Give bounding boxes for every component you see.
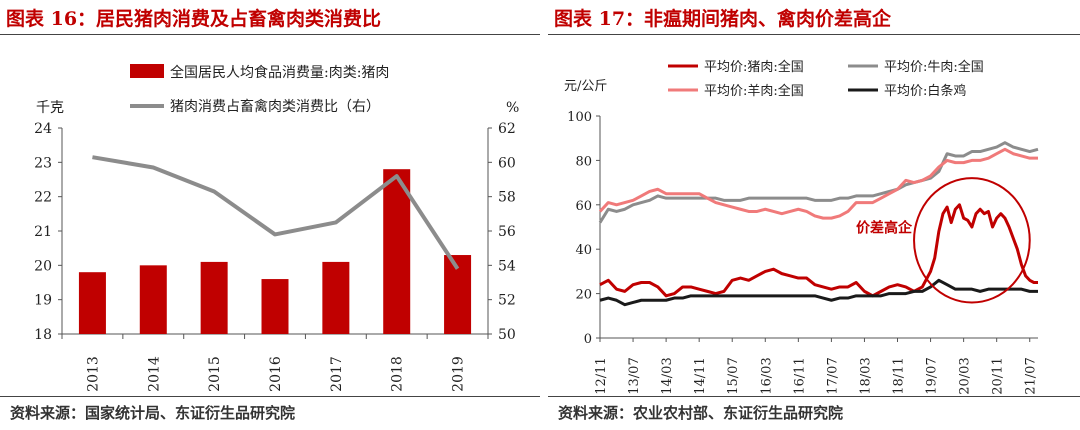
legend-label-line: 猪肉消费占畜禽肉类消费比（右） bbox=[170, 98, 380, 115]
left-tick-label: 20 bbox=[34, 258, 52, 274]
bar-2013 bbox=[78, 272, 106, 334]
left-tick-label: 18 bbox=[34, 327, 52, 343]
legend-label-bar: 全国居民人均食品消费量:肉类:猪肉 bbox=[170, 64, 389, 81]
right-axis-unit: % bbox=[506, 100, 519, 116]
legend-label-2: 平均价:羊肉:全国 bbox=[704, 83, 804, 99]
bar-2015 bbox=[200, 261, 228, 334]
right-tick-label: 52 bbox=[498, 293, 516, 309]
x-tick-label: 2019 bbox=[451, 356, 467, 392]
y-tick-label: 60 bbox=[575, 199, 592, 214]
line-pork-share bbox=[92, 155, 460, 270]
x-tick-label: 21/07 bbox=[1024, 357, 1039, 394]
source-rule bbox=[548, 396, 1080, 397]
right-tick-label: 50 bbox=[498, 327, 516, 343]
chart-panel-meat-prices: 图表 17：非瘟期间猪肉、禽肉价差高企 0 20 40 60 80 100 元/公斤 12/1… bbox=[548, 0, 1080, 430]
x-tick-label: 19/07 bbox=[925, 357, 940, 394]
x-tick-label: 18/03 bbox=[858, 357, 873, 394]
series-line-3 bbox=[599, 278, 1038, 307]
y-tick-label: 20 bbox=[575, 288, 592, 303]
title-rule bbox=[548, 34, 1080, 35]
source-rule bbox=[0, 396, 540, 397]
x-tick-label: 18/11 bbox=[892, 357, 907, 394]
right-tick-label: 58 bbox=[498, 190, 516, 206]
x-tick-label: 17/07 bbox=[825, 357, 840, 394]
right-tick-label: 62 bbox=[498, 121, 516, 137]
bar-2016 bbox=[261, 279, 289, 334]
x-tick-label: 2018 bbox=[390, 356, 406, 392]
left-tick-label: 24 bbox=[34, 121, 52, 137]
x-tick-label: 13/07 bbox=[627, 357, 642, 394]
left-tick-label: 19 bbox=[34, 293, 52, 309]
left-tick-label: 23 bbox=[34, 155, 52, 171]
x-tick-label: 2014 bbox=[146, 356, 162, 392]
source-note: 资料来源：农业农村部、东证衍生品研究院 bbox=[558, 404, 844, 422]
x-tick-label: 2016 bbox=[268, 356, 284, 392]
chart-title: 图表 17：非瘟期间猪肉、禽肉价差高企 bbox=[554, 8, 892, 30]
legend-label-1: 平均价:牛肉:全国 bbox=[884, 59, 984, 75]
y-tick-label: 40 bbox=[575, 243, 592, 258]
price-line-chart: 0 20 40 60 80 100 元/公斤 12/11 13/07 14/03 14/11 15/0… bbox=[564, 59, 1039, 395]
x-tick-label: 16/11 bbox=[792, 357, 807, 394]
y-tick-label: 0 bbox=[584, 332, 592, 347]
y-tick-label: 80 bbox=[575, 154, 592, 169]
right-tick-label: 56 bbox=[498, 224, 516, 240]
x-tick-label: 15/07 bbox=[726, 357, 741, 394]
bar-2014 bbox=[139, 265, 167, 334]
y-tick-label: 100 bbox=[567, 110, 592, 125]
x-tick-label: 20/11 bbox=[991, 357, 1006, 394]
chart-panel-pork-consumption: 图表 16：居民猪肉消费及占畜禽肉类消费比 18 19 20 21 22 23 24 50 52… bbox=[0, 8, 540, 422]
bar-2018 bbox=[383, 169, 411, 334]
series-line-2 bbox=[598, 147, 1038, 220]
series-line-1 bbox=[598, 141, 1039, 224]
legend-swatch-bar bbox=[130, 64, 164, 78]
x-tick-label: 12/11 bbox=[594, 357, 609, 394]
chart-title: 图表 16：居民猪肉消费及占畜禽肉类消费比 bbox=[6, 8, 382, 30]
title-rule bbox=[0, 34, 540, 35]
x-tick-label: 16/03 bbox=[759, 357, 774, 394]
x-tick-label: 14/11 bbox=[693, 357, 708, 394]
right-tick-label: 60 bbox=[498, 155, 516, 171]
x-tick-label: 2017 bbox=[329, 356, 345, 392]
annotation-ellipse bbox=[913, 177, 1031, 304]
legend-label-3: 平均价:白条鸡 bbox=[884, 83, 966, 99]
right-tick-label: 54 bbox=[498, 258, 516, 274]
source-note: 资料来源：国家统计局、东证衍生品研究院 bbox=[10, 404, 296, 422]
x-tick-label: 2015 bbox=[207, 356, 223, 392]
legend-label-0: 平均价:猪肉:全国 bbox=[704, 59, 804, 75]
y-axis-unit: 元/公斤 bbox=[564, 79, 607, 94]
left-tick-label: 21 bbox=[34, 224, 52, 240]
x-tick-label: 14/03 bbox=[660, 357, 675, 394]
left-tick-label: 22 bbox=[34, 190, 52, 206]
bar-line-chart: 18 19 20 21 22 23 24 50 52 54 56 58 60 62 千克 % 2013 2014 2… bbox=[34, 64, 519, 392]
annotation-label: 价差高企 bbox=[856, 219, 913, 236]
x-tick-label: 2013 bbox=[85, 356, 101, 392]
bar-2017 bbox=[322, 261, 350, 334]
left-axis-unit: 千克 bbox=[36, 100, 64, 116]
x-tick-label: 20/03 bbox=[958, 357, 973, 394]
